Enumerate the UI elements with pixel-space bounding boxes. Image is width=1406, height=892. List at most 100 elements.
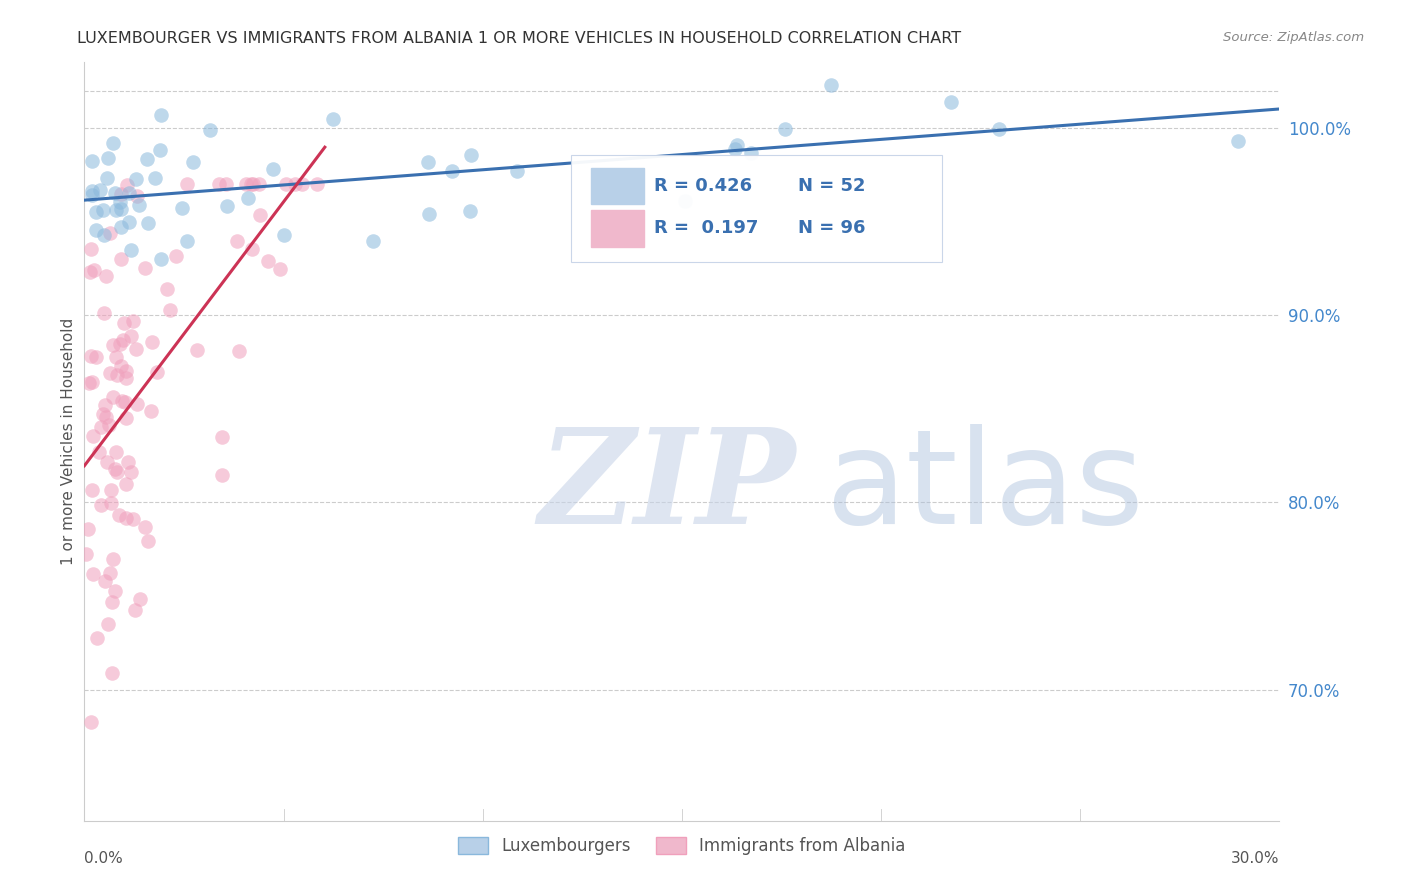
Point xyxy=(104,462,127,476)
Point xyxy=(284,177,307,191)
Point xyxy=(460,148,482,162)
Point xyxy=(150,252,173,266)
Point xyxy=(110,219,132,234)
Point xyxy=(82,483,104,497)
Point xyxy=(100,483,122,498)
Point xyxy=(94,409,117,424)
Y-axis label: 1 or more Vehicles in Household: 1 or more Vehicles in Household xyxy=(60,318,76,566)
Point xyxy=(79,265,101,279)
Point xyxy=(125,343,148,357)
Point xyxy=(83,262,105,277)
Text: N = 96: N = 96 xyxy=(797,219,865,237)
Point xyxy=(125,172,148,186)
Point xyxy=(120,329,142,343)
Point xyxy=(141,404,163,418)
Point xyxy=(440,164,463,178)
Point xyxy=(235,177,257,191)
Point xyxy=(101,136,124,150)
Point xyxy=(82,375,104,389)
Point xyxy=(249,208,271,222)
Point xyxy=(416,154,439,169)
Point xyxy=(505,163,527,178)
Point xyxy=(228,343,250,358)
Point xyxy=(238,191,260,205)
Point xyxy=(82,567,104,582)
Text: N = 52: N = 52 xyxy=(797,177,865,195)
Text: R = 0.426: R = 0.426 xyxy=(654,177,752,195)
Point xyxy=(114,394,136,409)
Point xyxy=(170,201,193,215)
Point xyxy=(322,112,344,126)
Point xyxy=(176,177,198,191)
Point xyxy=(100,226,122,240)
Point xyxy=(183,154,205,169)
Point xyxy=(96,171,118,186)
Point xyxy=(96,455,118,469)
Point xyxy=(118,186,141,201)
Point xyxy=(118,215,141,229)
Point xyxy=(120,243,142,257)
Point xyxy=(80,350,103,364)
Point xyxy=(110,252,132,266)
Point xyxy=(987,121,1010,136)
Point xyxy=(136,533,159,548)
Point xyxy=(269,262,291,277)
Point xyxy=(110,202,132,216)
Point xyxy=(143,171,166,186)
Point xyxy=(104,186,127,201)
Point xyxy=(90,498,112,512)
Point xyxy=(84,223,107,237)
Point xyxy=(89,183,111,197)
Point xyxy=(82,154,104,169)
Point xyxy=(115,178,138,192)
Point xyxy=(249,177,271,191)
Point xyxy=(186,343,208,357)
Point xyxy=(290,177,312,191)
Point xyxy=(176,234,198,248)
Point xyxy=(105,368,128,382)
Point xyxy=(939,95,962,110)
Point xyxy=(820,78,842,92)
Point xyxy=(675,194,697,209)
Text: 30.0%: 30.0% xyxy=(1232,851,1279,866)
Point xyxy=(107,508,129,522)
Point xyxy=(101,338,124,352)
Point xyxy=(84,350,107,364)
Point xyxy=(458,203,481,218)
Point xyxy=(105,202,128,217)
Point xyxy=(150,108,173,122)
Point xyxy=(91,407,114,421)
Point xyxy=(215,177,238,191)
Point xyxy=(97,616,120,631)
Point xyxy=(211,467,233,482)
Point xyxy=(146,365,169,379)
Point xyxy=(86,631,108,645)
Point xyxy=(135,152,157,166)
Point xyxy=(114,364,136,378)
Point xyxy=(418,207,440,221)
Point xyxy=(136,216,159,230)
Point xyxy=(257,254,280,268)
Point xyxy=(101,595,124,609)
Point xyxy=(129,592,152,607)
Point xyxy=(94,398,117,412)
Point xyxy=(242,177,264,191)
FancyBboxPatch shape xyxy=(591,168,644,204)
Point xyxy=(111,393,134,408)
Point xyxy=(208,177,231,191)
Point xyxy=(82,184,104,198)
Point xyxy=(93,306,115,320)
Point xyxy=(725,138,748,153)
Point xyxy=(111,333,134,347)
Text: ZIP: ZIP xyxy=(538,423,796,551)
Point xyxy=(156,282,179,296)
Point xyxy=(103,551,125,566)
Point xyxy=(115,511,138,525)
Point xyxy=(120,465,142,479)
Point xyxy=(104,445,127,459)
Point xyxy=(93,228,115,243)
Point xyxy=(110,186,132,201)
Point xyxy=(115,371,138,385)
Point xyxy=(100,496,122,510)
Point xyxy=(215,199,238,213)
